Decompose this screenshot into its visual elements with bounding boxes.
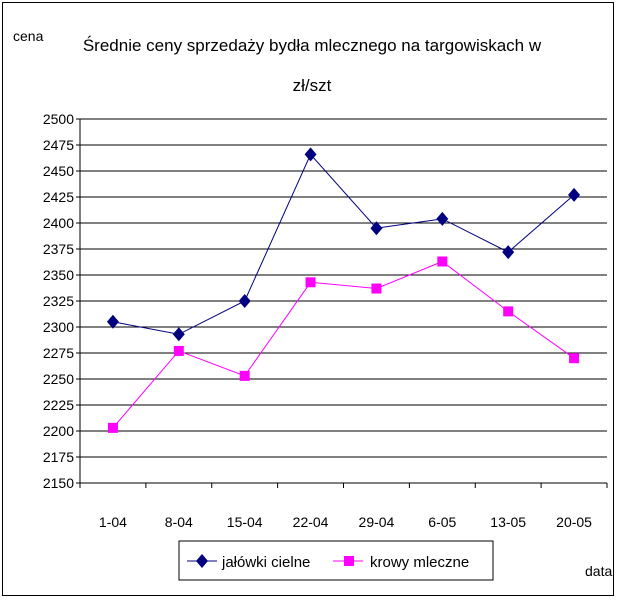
y-tick-label: 2400 (43, 215, 74, 231)
x-axis: 1-04 8-04 15-04 22-04 29-04 6-05 13-05 20-05 (79, 482, 608, 530)
y-tick-label: 2275 (43, 345, 74, 361)
data-point-diamond (568, 187, 581, 202)
x-tick-label: 1-04 (99, 514, 127, 530)
gridlines (76, 118, 607, 484)
data-point-square (107, 422, 118, 433)
legend: jałówki cielne krowy mleczne (178, 540, 494, 581)
legend-marker-square-icon (344, 556, 354, 566)
x-tick-label: 22-04 (293, 514, 329, 530)
data-point-square (239, 370, 250, 381)
y-tick-label: 2475 (43, 137, 74, 153)
y-tick-label: 2250 (43, 371, 74, 387)
data-point-square (503, 306, 514, 317)
x-tick-label: 13-05 (490, 514, 526, 530)
data-point-diamond (436, 211, 449, 226)
y-tick-labels: 2150 2175 2200 2225 2250 2275 2300 2325 2350 2375… (43, 111, 74, 491)
x-axis-label: data (585, 563, 612, 579)
y-tick-label: 2450 (43, 163, 74, 179)
data-point-square (371, 283, 382, 294)
legend-label-krowy: krowy mleczne (370, 554, 469, 571)
data-point-square (173, 345, 184, 356)
legend-label-jalowki: jałówki cielne (221, 554, 310, 571)
series-group (106, 147, 581, 433)
x-tick-label: 6-05 (428, 514, 456, 530)
x-tick-label: 20-05 (556, 514, 592, 530)
legend-item-jalowki: jałówki cielne (187, 554, 310, 571)
series-line-0 (112, 153, 575, 335)
y-tick-label: 2325 (43, 293, 74, 309)
legend-item-krowy: krowy mleczne (333, 554, 469, 571)
y-tick-label: 2350 (43, 267, 74, 283)
data-point-diamond (370, 221, 383, 236)
y-tick-label: 2300 (43, 319, 74, 335)
data-point-square (437, 256, 448, 267)
y-tick-label: 2200 (43, 423, 74, 439)
data-point-diamond (106, 314, 119, 329)
chart-frame: cena Średnie ceny sprzedaży bydła mleczn… (2, 2, 614, 596)
y-tick-label: 2425 (43, 189, 74, 205)
chart-title-line-2: zł/szt (293, 76, 332, 95)
y-axis-label: cena (13, 28, 44, 44)
x-tick-label: 8-04 (165, 514, 193, 530)
data-point-square (569, 353, 580, 364)
data-point-diamond (304, 147, 317, 162)
data-point-square (305, 277, 316, 288)
series-line-1 (112, 260, 575, 429)
x-tick-label: 29-04 (359, 514, 395, 530)
x-tick-label: 15-04 (227, 514, 263, 530)
data-point-diamond (172, 327, 185, 342)
y-tick-label: 2225 (43, 397, 74, 413)
y-tick-label: 2500 (43, 111, 74, 127)
legend-marker-diamond-icon (196, 554, 208, 568)
y-tick-label: 2175 (43, 449, 74, 465)
data-point-diamond (238, 294, 251, 308)
y-tick-label: 2375 (43, 241, 74, 257)
chart-title-line-1: Średnie ceny sprzedaży bydła mlecznego n… (83, 36, 542, 55)
line-chart: cena Średnie ceny sprzedaży bydła mleczn… (13, 28, 612, 581)
data-point-diamond (502, 245, 515, 260)
y-tick-label: 2150 (43, 475, 74, 491)
